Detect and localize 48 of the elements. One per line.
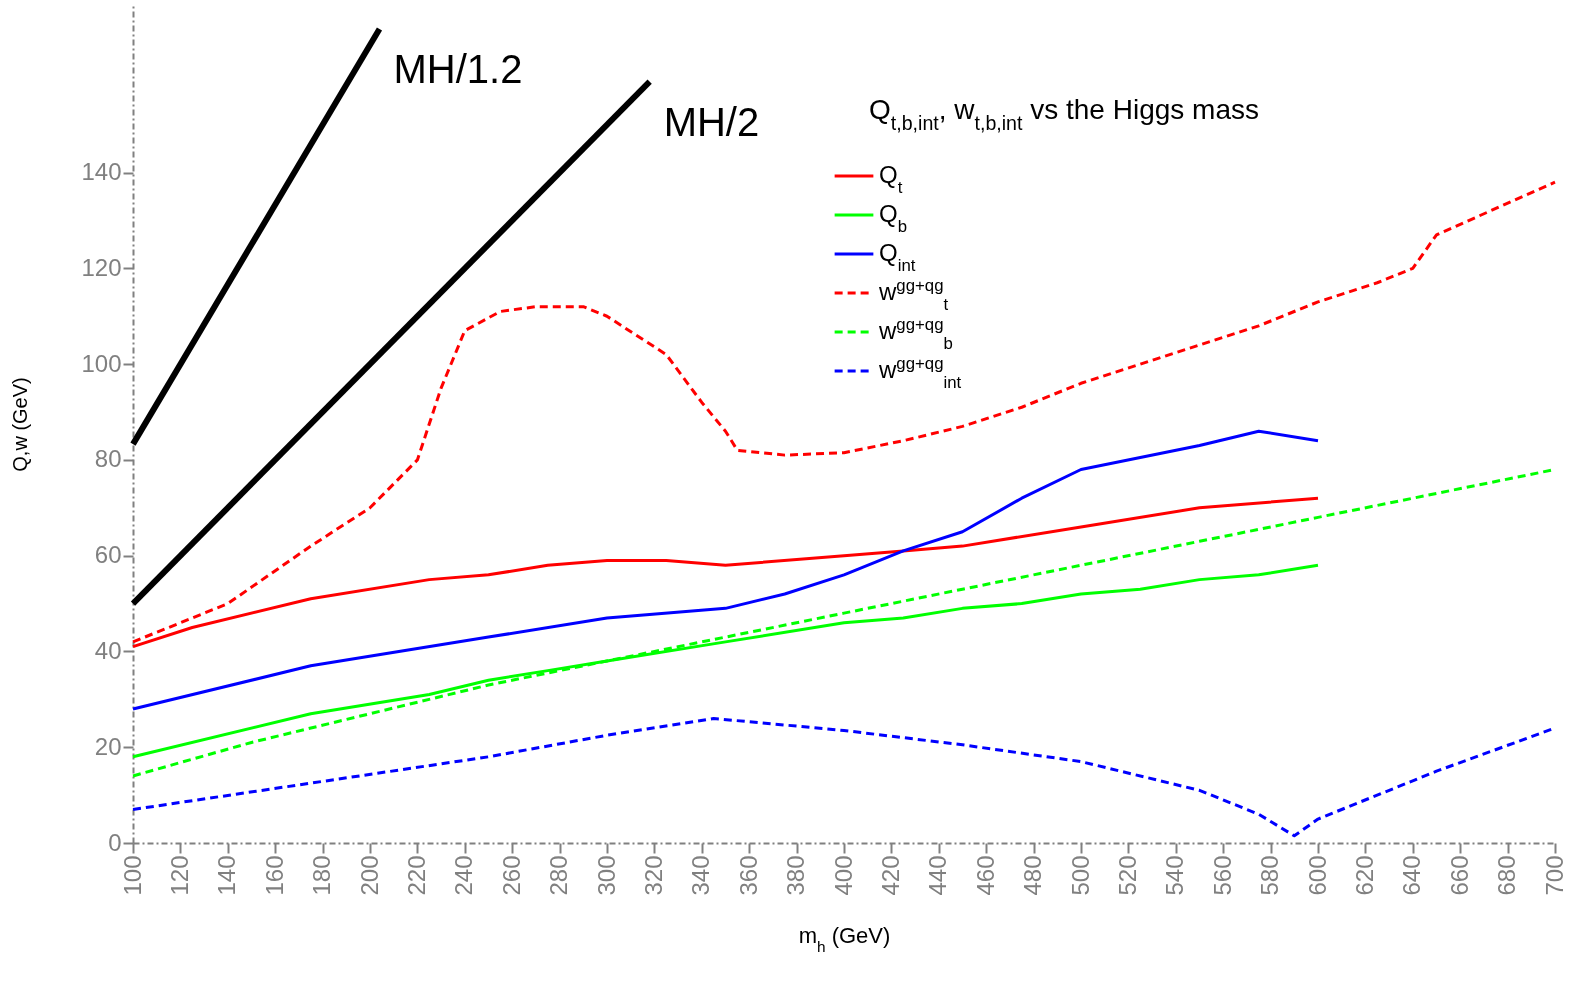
line-series bbox=[131, 496, 1320, 649]
legend-label: Q$_{t}$ bbox=[879, 161, 903, 197]
x-tick-label: 480 bbox=[1019, 855, 1047, 896]
x-tick-label: 700 bbox=[1540, 855, 1568, 896]
y-tick-label: 60 bbox=[94, 541, 122, 569]
x-tick-label: 620 bbox=[1350, 855, 1378, 896]
x-tick-label: 560 bbox=[1208, 855, 1236, 896]
y-axis-title: Q,w (GeV) bbox=[9, 377, 32, 472]
x-tick-label: 260 bbox=[497, 855, 525, 896]
y-tick-label: 140 bbox=[81, 158, 122, 186]
legend-label: Q$_{int}$ bbox=[879, 239, 916, 275]
x-tick-label: 140 bbox=[213, 855, 241, 896]
annotation: MH/1.2 bbox=[393, 46, 523, 91]
x-tick-label: 540 bbox=[1161, 855, 1189, 896]
y-tick-label: 40 bbox=[94, 636, 122, 664]
x-tick-label: 300 bbox=[592, 855, 620, 896]
x-tick-label: 660 bbox=[1445, 855, 1473, 896]
x-tick-label: 200 bbox=[355, 855, 383, 896]
x-tick-label: 240 bbox=[450, 855, 478, 896]
legend-label: Q$_{b}$ bbox=[879, 200, 908, 236]
x-tick-label: 640 bbox=[1398, 855, 1426, 896]
x-tick-label: 360 bbox=[734, 855, 762, 896]
x-tick-label: 160 bbox=[260, 855, 288, 896]
line-series bbox=[131, 429, 1320, 711]
x-tick-label: 600 bbox=[1303, 855, 1331, 896]
x-tick-label: 120 bbox=[165, 855, 193, 896]
x-tick-label: 460 bbox=[971, 855, 999, 896]
x-tick-label: 180 bbox=[308, 855, 336, 896]
x-tick-label: 680 bbox=[1493, 855, 1521, 896]
x-tick-label: 380 bbox=[782, 855, 810, 896]
y-tick-label: 80 bbox=[94, 445, 122, 473]
x-axis-title: m$_{h}$ (GeV) bbox=[798, 922, 891, 955]
x-tick-label: 420 bbox=[876, 855, 904, 896]
x-tick-label: 320 bbox=[639, 855, 667, 896]
y-tick-label: 100 bbox=[81, 349, 122, 377]
y-tick-label: 120 bbox=[81, 253, 122, 281]
x-tick-label: 220 bbox=[402, 855, 430, 896]
text: Q$_{t,b,int}$, w$_{t,b,int}$ vs the Higgs mass bbox=[869, 94, 1259, 134]
x-tick-label: 340 bbox=[687, 855, 715, 896]
y-tick-label: 20 bbox=[94, 732, 122, 760]
x-tick-label: 440 bbox=[924, 855, 952, 896]
annotation: MH/2 bbox=[663, 99, 760, 144]
y-tick-label: 0 bbox=[108, 828, 122, 856]
x-tick-label: 280 bbox=[545, 855, 573, 896]
x-tick-label: 400 bbox=[829, 855, 857, 896]
x-tick-label: 520 bbox=[1113, 855, 1141, 896]
x-tick-label: 580 bbox=[1256, 855, 1284, 896]
x-tick-label: 500 bbox=[1066, 855, 1094, 896]
